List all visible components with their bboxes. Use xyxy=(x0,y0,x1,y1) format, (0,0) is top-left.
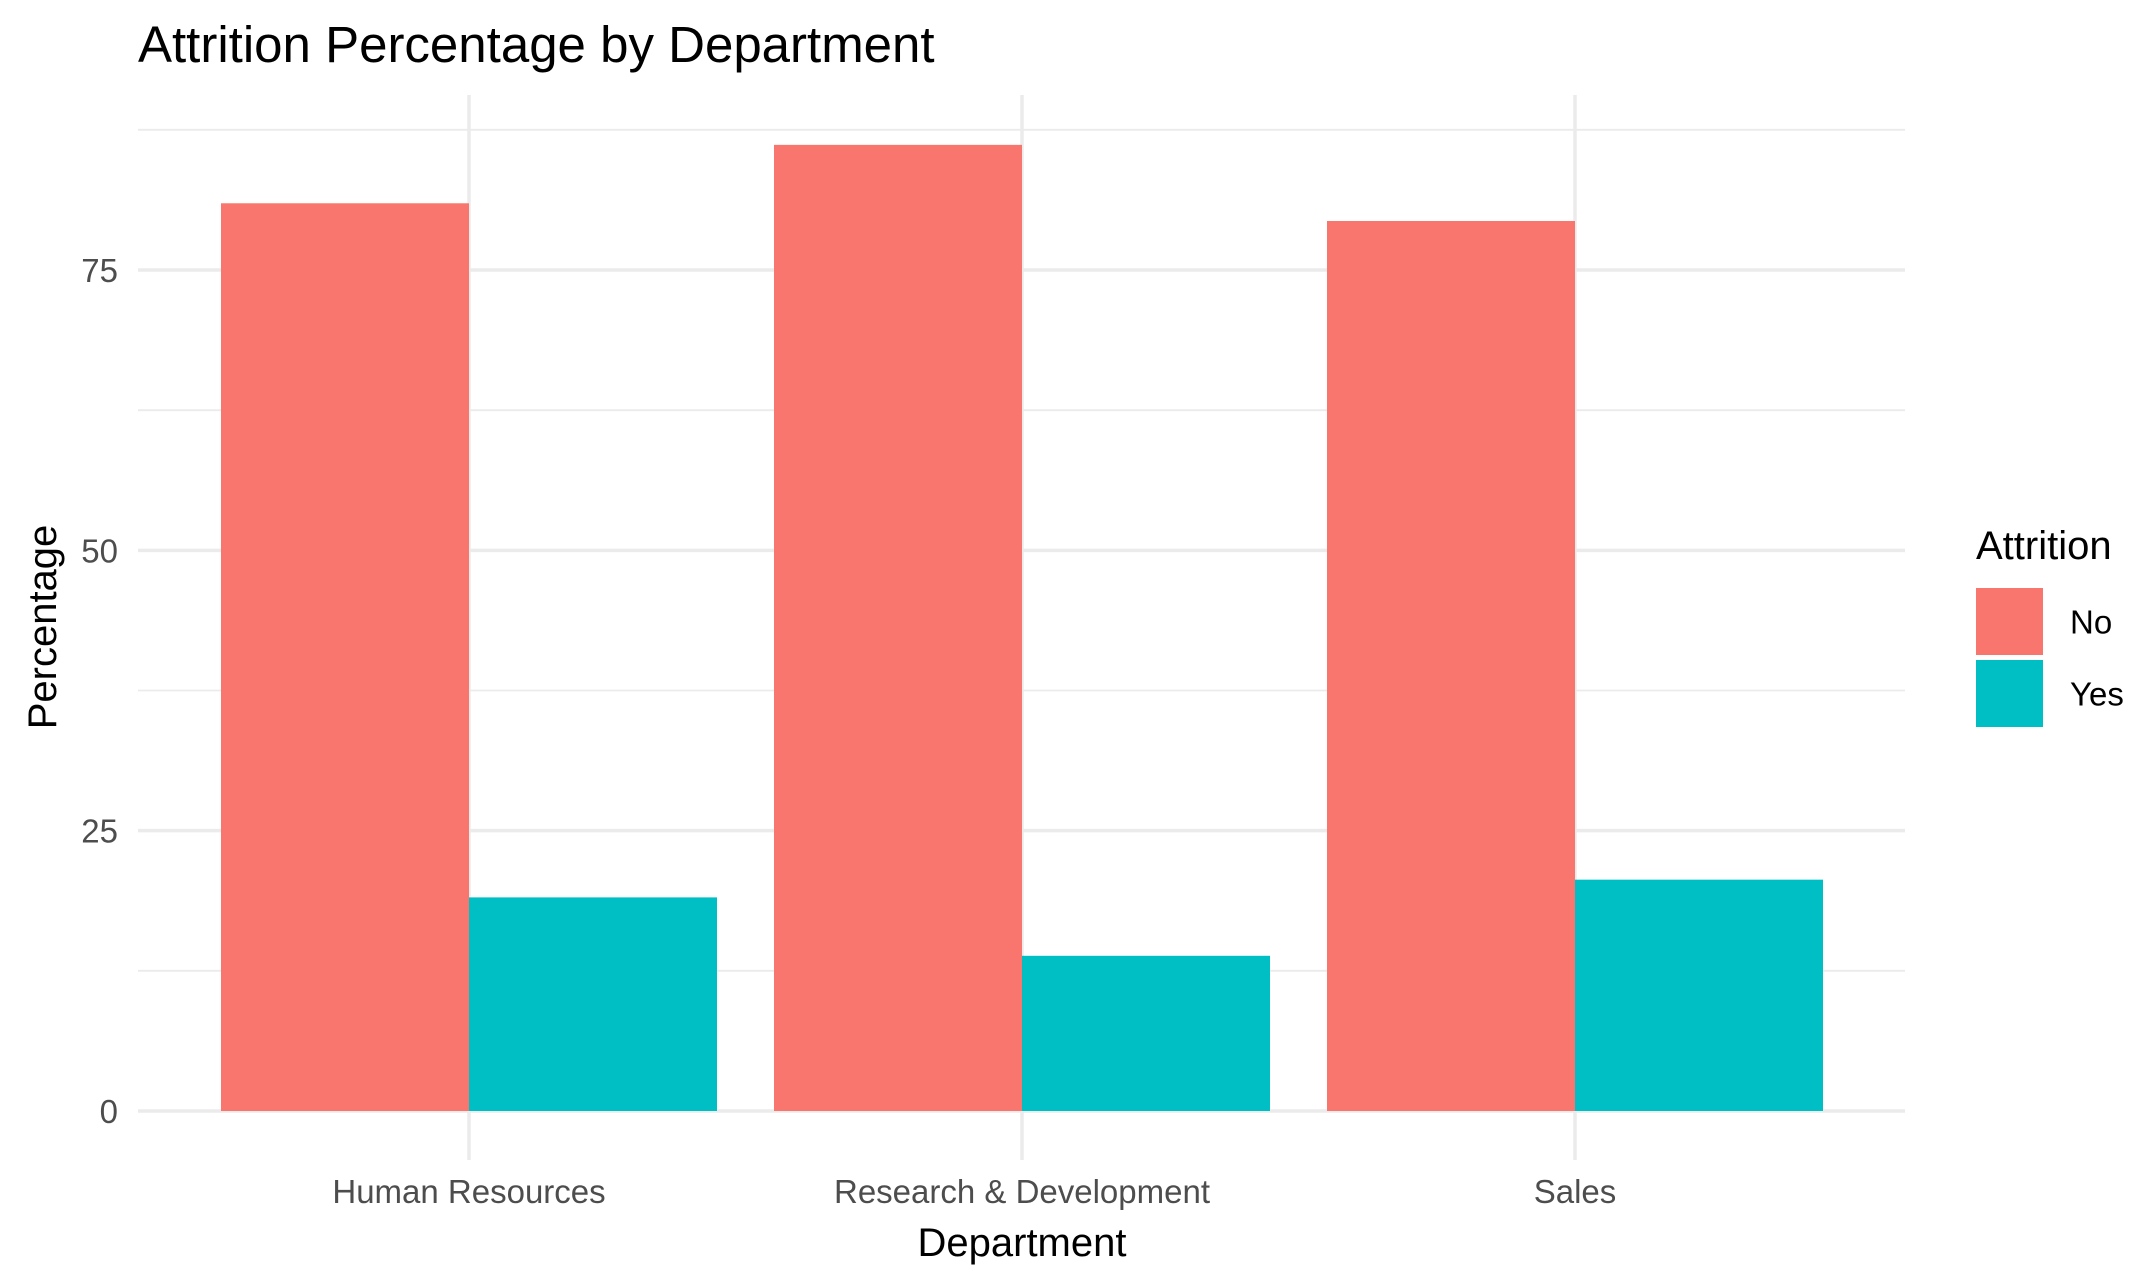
bars xyxy=(221,144,1823,1112)
legend-key-yes xyxy=(1976,660,2043,727)
y-axis-title: Percentage xyxy=(21,525,65,730)
x-tick-label: Sales xyxy=(1534,1173,1617,1210)
bar-yes-1 xyxy=(1022,955,1270,1111)
y-tick-label: 0 xyxy=(100,1093,118,1130)
x-tick-label: Research & Development xyxy=(834,1173,1210,1210)
bar-yes-2 xyxy=(1575,879,1823,1111)
legend: Attrition No Yes xyxy=(1976,524,2124,727)
y-tick-label: 50 xyxy=(81,532,118,569)
bar-no-0 xyxy=(221,203,469,1112)
legend-key-no xyxy=(1976,588,2043,655)
bar-yes-0 xyxy=(469,897,717,1111)
y-tick-label: 75 xyxy=(81,252,118,289)
x-axis-title: Department xyxy=(918,1221,1127,1265)
x-axis-ticks: Human Resources Research & Development Sal… xyxy=(332,1173,1616,1210)
bar-no-1 xyxy=(774,144,1022,1112)
legend-items: No Yes xyxy=(1976,588,2124,727)
bar-no-2 xyxy=(1327,220,1575,1111)
y-tick-label: 25 xyxy=(81,813,118,850)
chart-title: Attrition Percentage by Department xyxy=(138,16,935,73)
y-axis-ticks: 0 25 50 75 xyxy=(81,252,118,1130)
legend-label-no: No xyxy=(2070,604,2112,641)
legend-title: Attrition xyxy=(1976,524,2112,568)
legend-label-yes: Yes xyxy=(2070,676,2124,713)
x-tick-label: Human Resources xyxy=(332,1173,605,1210)
